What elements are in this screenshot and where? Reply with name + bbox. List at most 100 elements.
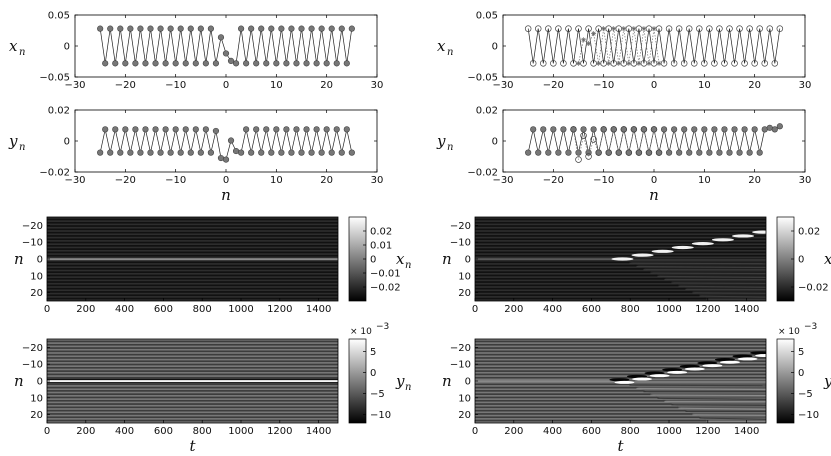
y-tick-label: 0 <box>37 377 43 388</box>
data-point <box>671 126 678 133</box>
data-point <box>107 25 114 32</box>
data-point <box>313 60 320 67</box>
x-tick-label: −10 <box>165 80 186 91</box>
data-point <box>550 126 557 133</box>
data-point <box>620 126 628 133</box>
x-tick-label: 0 <box>472 426 478 437</box>
data-point <box>771 126 778 133</box>
y-axis-label: n <box>442 250 452 268</box>
x-tick-label: −10 <box>593 175 614 186</box>
colorbar-exponent-power: −3 <box>804 322 817 332</box>
data-point <box>273 60 280 67</box>
x-tick-label: 0 <box>472 304 478 315</box>
x-tick-label: 0 <box>44 304 50 315</box>
data-point <box>706 25 713 32</box>
data-point <box>721 126 728 133</box>
data-point <box>656 60 662 66</box>
y-tick-label: 10 <box>458 393 471 404</box>
colorbar-tick-label: −0.02 <box>370 283 401 294</box>
data-point <box>127 25 134 32</box>
data-point <box>751 126 758 133</box>
x-tick-label: −30 <box>492 175 513 186</box>
data-point <box>766 124 773 131</box>
data-point <box>343 60 350 67</box>
data-point <box>102 126 109 133</box>
data-point <box>207 25 214 32</box>
data-point <box>112 126 119 133</box>
x-tick-label: 1400 <box>306 304 331 315</box>
colorbar-tick-label: 0.02 <box>798 227 820 238</box>
data-point <box>127 149 134 156</box>
data-point <box>222 50 230 57</box>
x-tick-label: −20 <box>115 175 136 186</box>
data-point <box>182 126 189 133</box>
data-point <box>741 126 748 133</box>
data-point <box>112 60 119 67</box>
x-tick-label: 0 <box>223 175 229 186</box>
data-point <box>570 126 577 133</box>
panel-bottom-right-yn-heatmap: 0 200 400 600 800 1000 1200 1400 −20 −10 0 10 20 n t 5 0… <box>442 322 831 455</box>
data-point <box>132 60 139 67</box>
data-point <box>102 60 109 67</box>
panel-bottom-left-yn-heatmap: 0 200 400 600 800 1000 1200 1400 −20 −10 0 10 20 n t 5 0… <box>14 322 411 455</box>
colorbar-tick-label: 0.02 <box>370 227 392 238</box>
colorbar-exponent: × 10 <box>778 327 800 337</box>
x-tick-label: 1000 <box>228 426 253 437</box>
data-point <box>616 60 622 66</box>
y-tick-label: 0 <box>64 42 70 53</box>
data-point <box>152 126 159 133</box>
data-point <box>283 126 290 133</box>
data-point <box>147 149 154 156</box>
data-point <box>162 126 169 133</box>
y-tick-label: −0.05 <box>467 73 498 84</box>
data-point <box>605 149 612 156</box>
data-point <box>217 154 225 162</box>
data-point <box>701 126 708 133</box>
data-point <box>655 149 663 156</box>
x-tick-label: 20 <box>320 175 333 186</box>
heatmap-image <box>475 217 766 301</box>
series-line-1 <box>527 28 781 64</box>
data-point <box>263 60 270 67</box>
data-point <box>313 126 320 133</box>
x-axis-label: t <box>189 437 196 455</box>
y-tick-label: 20 <box>458 410 471 421</box>
data-point <box>323 126 330 133</box>
x-tick-label: 1200 <box>267 304 292 315</box>
data-point <box>545 149 552 156</box>
data-point <box>524 25 532 32</box>
x-tick-label: 400 <box>543 304 562 315</box>
x-tick-label: 800 <box>193 426 212 437</box>
colorbar-tick-label: −5 <box>370 389 385 400</box>
data-point <box>610 126 617 133</box>
data-point <box>716 149 723 156</box>
data-point <box>685 25 693 32</box>
data-point <box>318 25 325 32</box>
data-point <box>530 126 537 133</box>
data-point <box>646 60 652 66</box>
x-tick-label: −30 <box>64 175 85 186</box>
data-point <box>298 149 305 156</box>
x-tick-label: 0 <box>44 426 50 437</box>
x-tick-label: 800 <box>621 426 640 437</box>
data-point <box>107 149 114 156</box>
x-tick-label: −30 <box>64 80 85 91</box>
colorbar-tick-label: 0 <box>370 368 376 379</box>
series-line-2 <box>573 129 660 160</box>
data-point <box>706 149 713 156</box>
data-point <box>268 25 275 32</box>
colorbar-label: x <box>824 250 831 268</box>
data-point <box>595 149 602 156</box>
data-point <box>232 60 240 67</box>
colorbar-gradient <box>776 338 795 424</box>
data-point <box>258 25 265 32</box>
x-tick-label: 600 <box>154 304 173 315</box>
x-tick-label: 1000 <box>228 304 253 315</box>
data-point <box>736 25 743 32</box>
data-point <box>197 149 204 156</box>
data-point <box>681 126 688 133</box>
data-point <box>238 149 245 156</box>
x-tick-label: 600 <box>582 426 601 437</box>
data-point <box>278 149 285 156</box>
